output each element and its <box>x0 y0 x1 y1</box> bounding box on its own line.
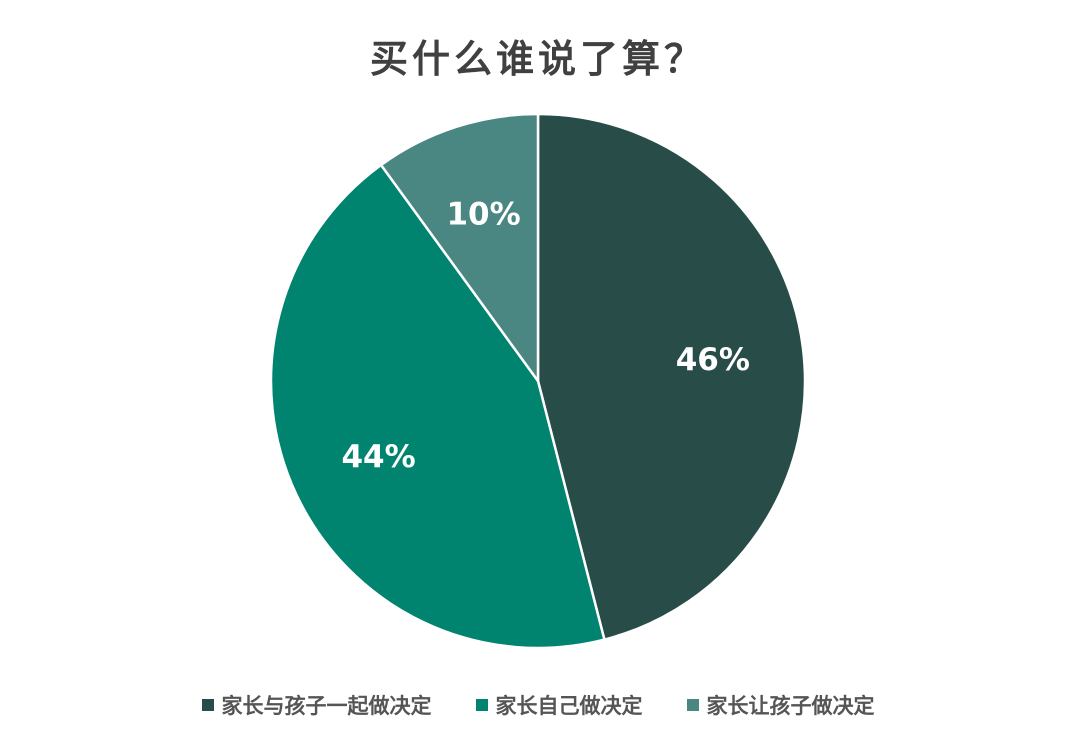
legend-label: 家长自己做决定 <box>495 694 643 718</box>
legend-item: 家长自己做决定 <box>475 690 643 720</box>
pie-slice <box>379 112 540 385</box>
legend-swatch <box>686 699 699 711</box>
legend-item: 家长与孩子一起做决定 <box>201 690 432 720</box>
pie-slice <box>536 112 807 642</box>
legend: 家长与孩子一起做决定 家长自己做决定 家长让孩子做决定 <box>0 690 1076 720</box>
legend-item: 家长让孩子做决定 <box>686 690 875 720</box>
chart-title: 买什么谁说了算？ <box>369 37 706 81</box>
data-label: 44% <box>341 439 415 475</box>
data-label: 46% <box>676 342 750 378</box>
pie-slice <box>269 163 606 650</box>
data-label: 10% <box>446 196 520 232</box>
legend-label: 家长与孩子一起做决定 <box>221 694 432 718</box>
legend-swatch <box>475 699 488 711</box>
legend-label: 家长让孩子做决定 <box>706 694 875 718</box>
legend-swatch <box>201 699 214 711</box>
